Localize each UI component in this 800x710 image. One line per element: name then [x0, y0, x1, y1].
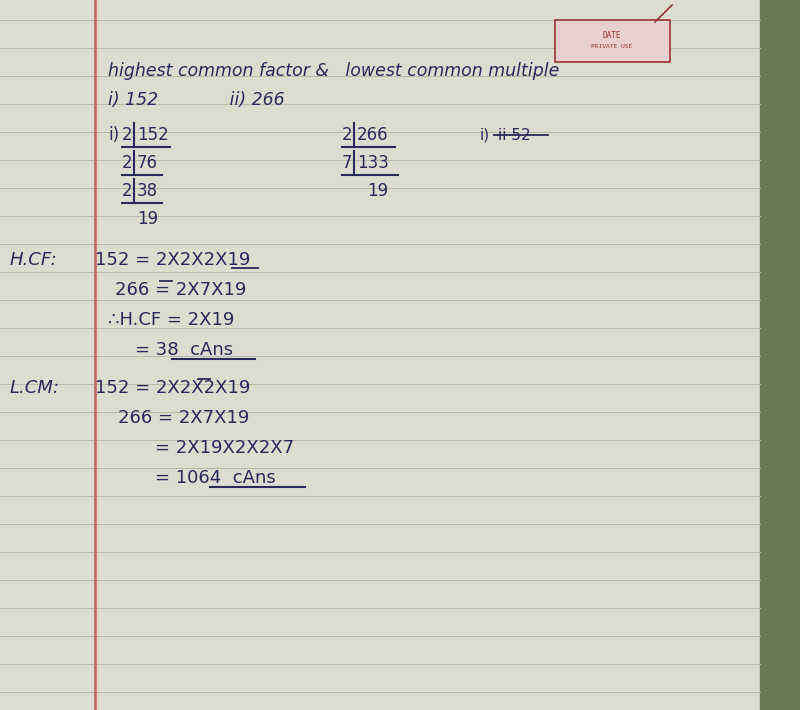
Text: PRIVATE USE: PRIVATE USE: [591, 45, 633, 50]
Text: 152: 152: [137, 126, 169, 144]
Text: highest common factor &   lowest common multiple: highest common factor & lowest common mu…: [108, 62, 559, 80]
Text: 19: 19: [367, 182, 388, 200]
Bar: [760, 0, 800, 710]
Text: 266 = 2X7X19: 266 = 2X7X19: [115, 281, 246, 299]
Text: 266: 266: [357, 126, 389, 144]
Text: H.CF:: H.CF:: [10, 251, 58, 269]
Text: ∴H.CF = 2X19: ∴H.CF = 2X19: [108, 311, 234, 329]
Text: 2: 2: [342, 126, 353, 144]
Text: i) 152             ii) 266: i) 152 ii) 266: [108, 91, 285, 109]
Text: = 38  cAns: = 38 cAns: [135, 341, 233, 359]
Text: 2: 2: [122, 182, 133, 200]
Text: 2: 2: [122, 126, 133, 144]
Text: 19: 19: [137, 210, 158, 228]
Text: 38: 38: [137, 182, 158, 200]
Text: 2: 2: [122, 154, 133, 172]
Text: DATE: DATE: [602, 31, 622, 40]
Text: i): i): [480, 128, 490, 143]
Text: = 1064  cAns: = 1064 cAns: [155, 469, 276, 487]
Text: 7: 7: [342, 154, 353, 172]
Text: = 2X19X2X2X7: = 2X19X2X2X7: [155, 439, 294, 457]
Text: ii 52: ii 52: [498, 128, 530, 143]
Bar: [555, 20, 670, 62]
Text: 76: 76: [137, 154, 158, 172]
Text: 152 = 2X2X2X19: 152 = 2X2X2X19: [95, 251, 250, 269]
Text: i): i): [108, 126, 119, 144]
Text: L.CM:: L.CM:: [10, 379, 60, 397]
Text: 266 = 2X7X19: 266 = 2X7X19: [118, 409, 250, 427]
Text: 152 = 2X2X2X19: 152 = 2X2X2X19: [95, 379, 250, 397]
Text: 133: 133: [357, 154, 389, 172]
